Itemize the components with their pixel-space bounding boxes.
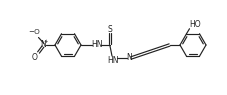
Text: O: O bbox=[32, 53, 38, 63]
Text: HN: HN bbox=[107, 57, 118, 65]
Text: N: N bbox=[40, 40, 46, 49]
Text: S: S bbox=[107, 25, 112, 34]
Text: −O: −O bbox=[29, 29, 40, 35]
Text: HO: HO bbox=[189, 20, 200, 29]
Text: +: + bbox=[44, 39, 48, 44]
Text: HN: HN bbox=[91, 40, 102, 49]
Text: N: N bbox=[126, 53, 132, 63]
